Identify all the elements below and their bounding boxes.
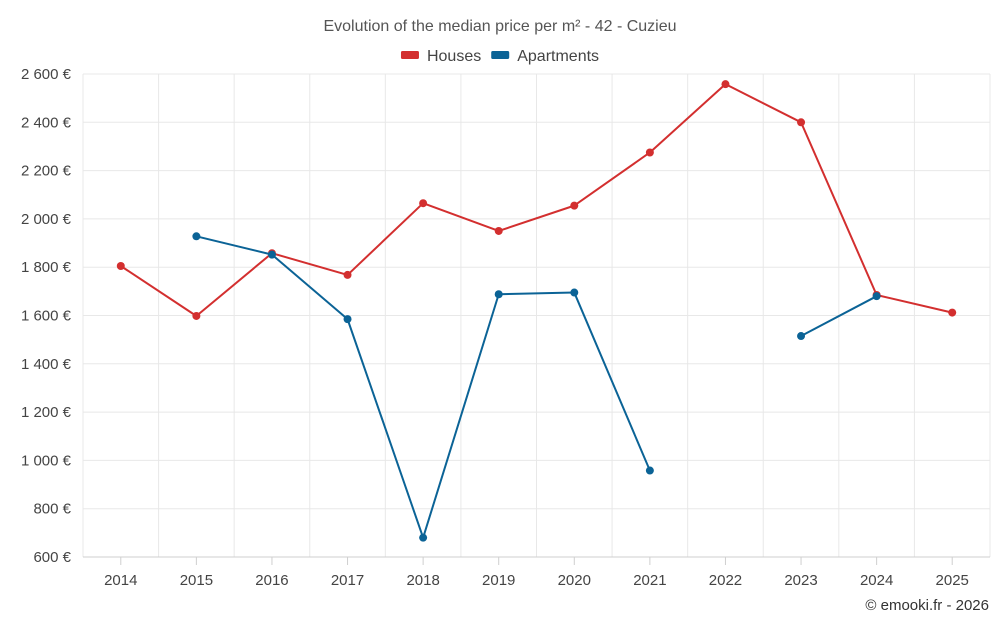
data-point-houses[interactable] <box>797 118 806 127</box>
data-point-houses[interactable] <box>343 270 352 279</box>
x-tick-label: 2017 <box>331 572 364 589</box>
credit-text: © emooki.fr - 2026 <box>865 597 989 614</box>
data-point-apartments[interactable] <box>570 288 579 297</box>
chart-title: Evolution of the median price per m² - 4… <box>323 18 676 35</box>
y-tick-label: 2 200 € <box>21 163 72 180</box>
x-tick-label: 2025 <box>936 572 969 589</box>
legend-swatch <box>491 51 510 59</box>
data-point-apartments[interactable] <box>645 466 654 475</box>
y-tick-label: 1 800 € <box>21 259 72 276</box>
data-point-apartments[interactable] <box>192 232 201 241</box>
data-point-houses[interactable] <box>570 201 579 210</box>
legend-label: Apartments <box>517 48 599 65</box>
x-tick-label: 2018 <box>406 572 439 589</box>
data-point-apartments[interactable] <box>419 533 428 542</box>
y-tick-label: 1 200 € <box>21 404 72 421</box>
x-tick-label: 2020 <box>558 572 591 589</box>
x-tick-label: 2023 <box>784 572 817 589</box>
series-apartments <box>192 232 881 542</box>
axes: 600 € 800 € 1 000 € 1 200 € 1 400 € 1 600 € 1 … <box>21 66 990 589</box>
x-tick-label: 2016 <box>255 572 288 589</box>
x-tick-label: 2022 <box>709 572 742 589</box>
legend-label: Houses <box>427 48 481 65</box>
data-point-apartments[interactable] <box>872 292 881 301</box>
data-point-apartments[interactable] <box>343 315 352 324</box>
legend[interactable]: Houses Apartments <box>400 48 599 65</box>
data-point-houses[interactable] <box>192 311 201 320</box>
series-line-apartments <box>195 235 651 539</box>
x-tick-label: 2019 <box>482 572 515 589</box>
x-tick-label: 2021 <box>633 572 666 589</box>
x-tick-label: 2024 <box>860 572 893 589</box>
data-point-houses[interactable] <box>721 80 730 89</box>
y-tick-label: 2 600 € <box>21 66 72 83</box>
data-point-apartments[interactable] <box>797 332 806 341</box>
y-tick-label: 1 000 € <box>21 452 72 469</box>
data-point-apartments[interactable] <box>267 250 276 259</box>
data-point-apartments[interactable] <box>494 290 503 299</box>
data-point-houses[interactable] <box>419 199 428 208</box>
y-tick-label: 1 600 € <box>21 308 72 325</box>
series-layer <box>116 80 957 542</box>
y-tick-label: 1 400 € <box>21 356 72 373</box>
y-tick-label: 2 000 € <box>21 211 72 228</box>
series-line-houses <box>119 83 954 317</box>
series-line-apartments <box>800 295 878 338</box>
legend-swatch <box>400 51 419 59</box>
grid <box>82 73 991 558</box>
legend-item-apartments[interactable]: Apartments <box>491 48 599 65</box>
data-point-houses[interactable] <box>494 226 503 235</box>
data-point-houses[interactable] <box>116 261 125 270</box>
y-tick-label: 600 € <box>33 549 71 566</box>
x-tick-label: 2014 <box>104 572 137 589</box>
y-tick-label: 800 € <box>33 501 71 518</box>
y-tick-label: 2 400 € <box>21 114 72 131</box>
legend-item-houses[interactable]: Houses <box>400 48 481 65</box>
x-tick-label: 2015 <box>180 572 213 589</box>
data-point-houses[interactable] <box>645 148 654 157</box>
data-point-houses[interactable] <box>948 308 957 317</box>
